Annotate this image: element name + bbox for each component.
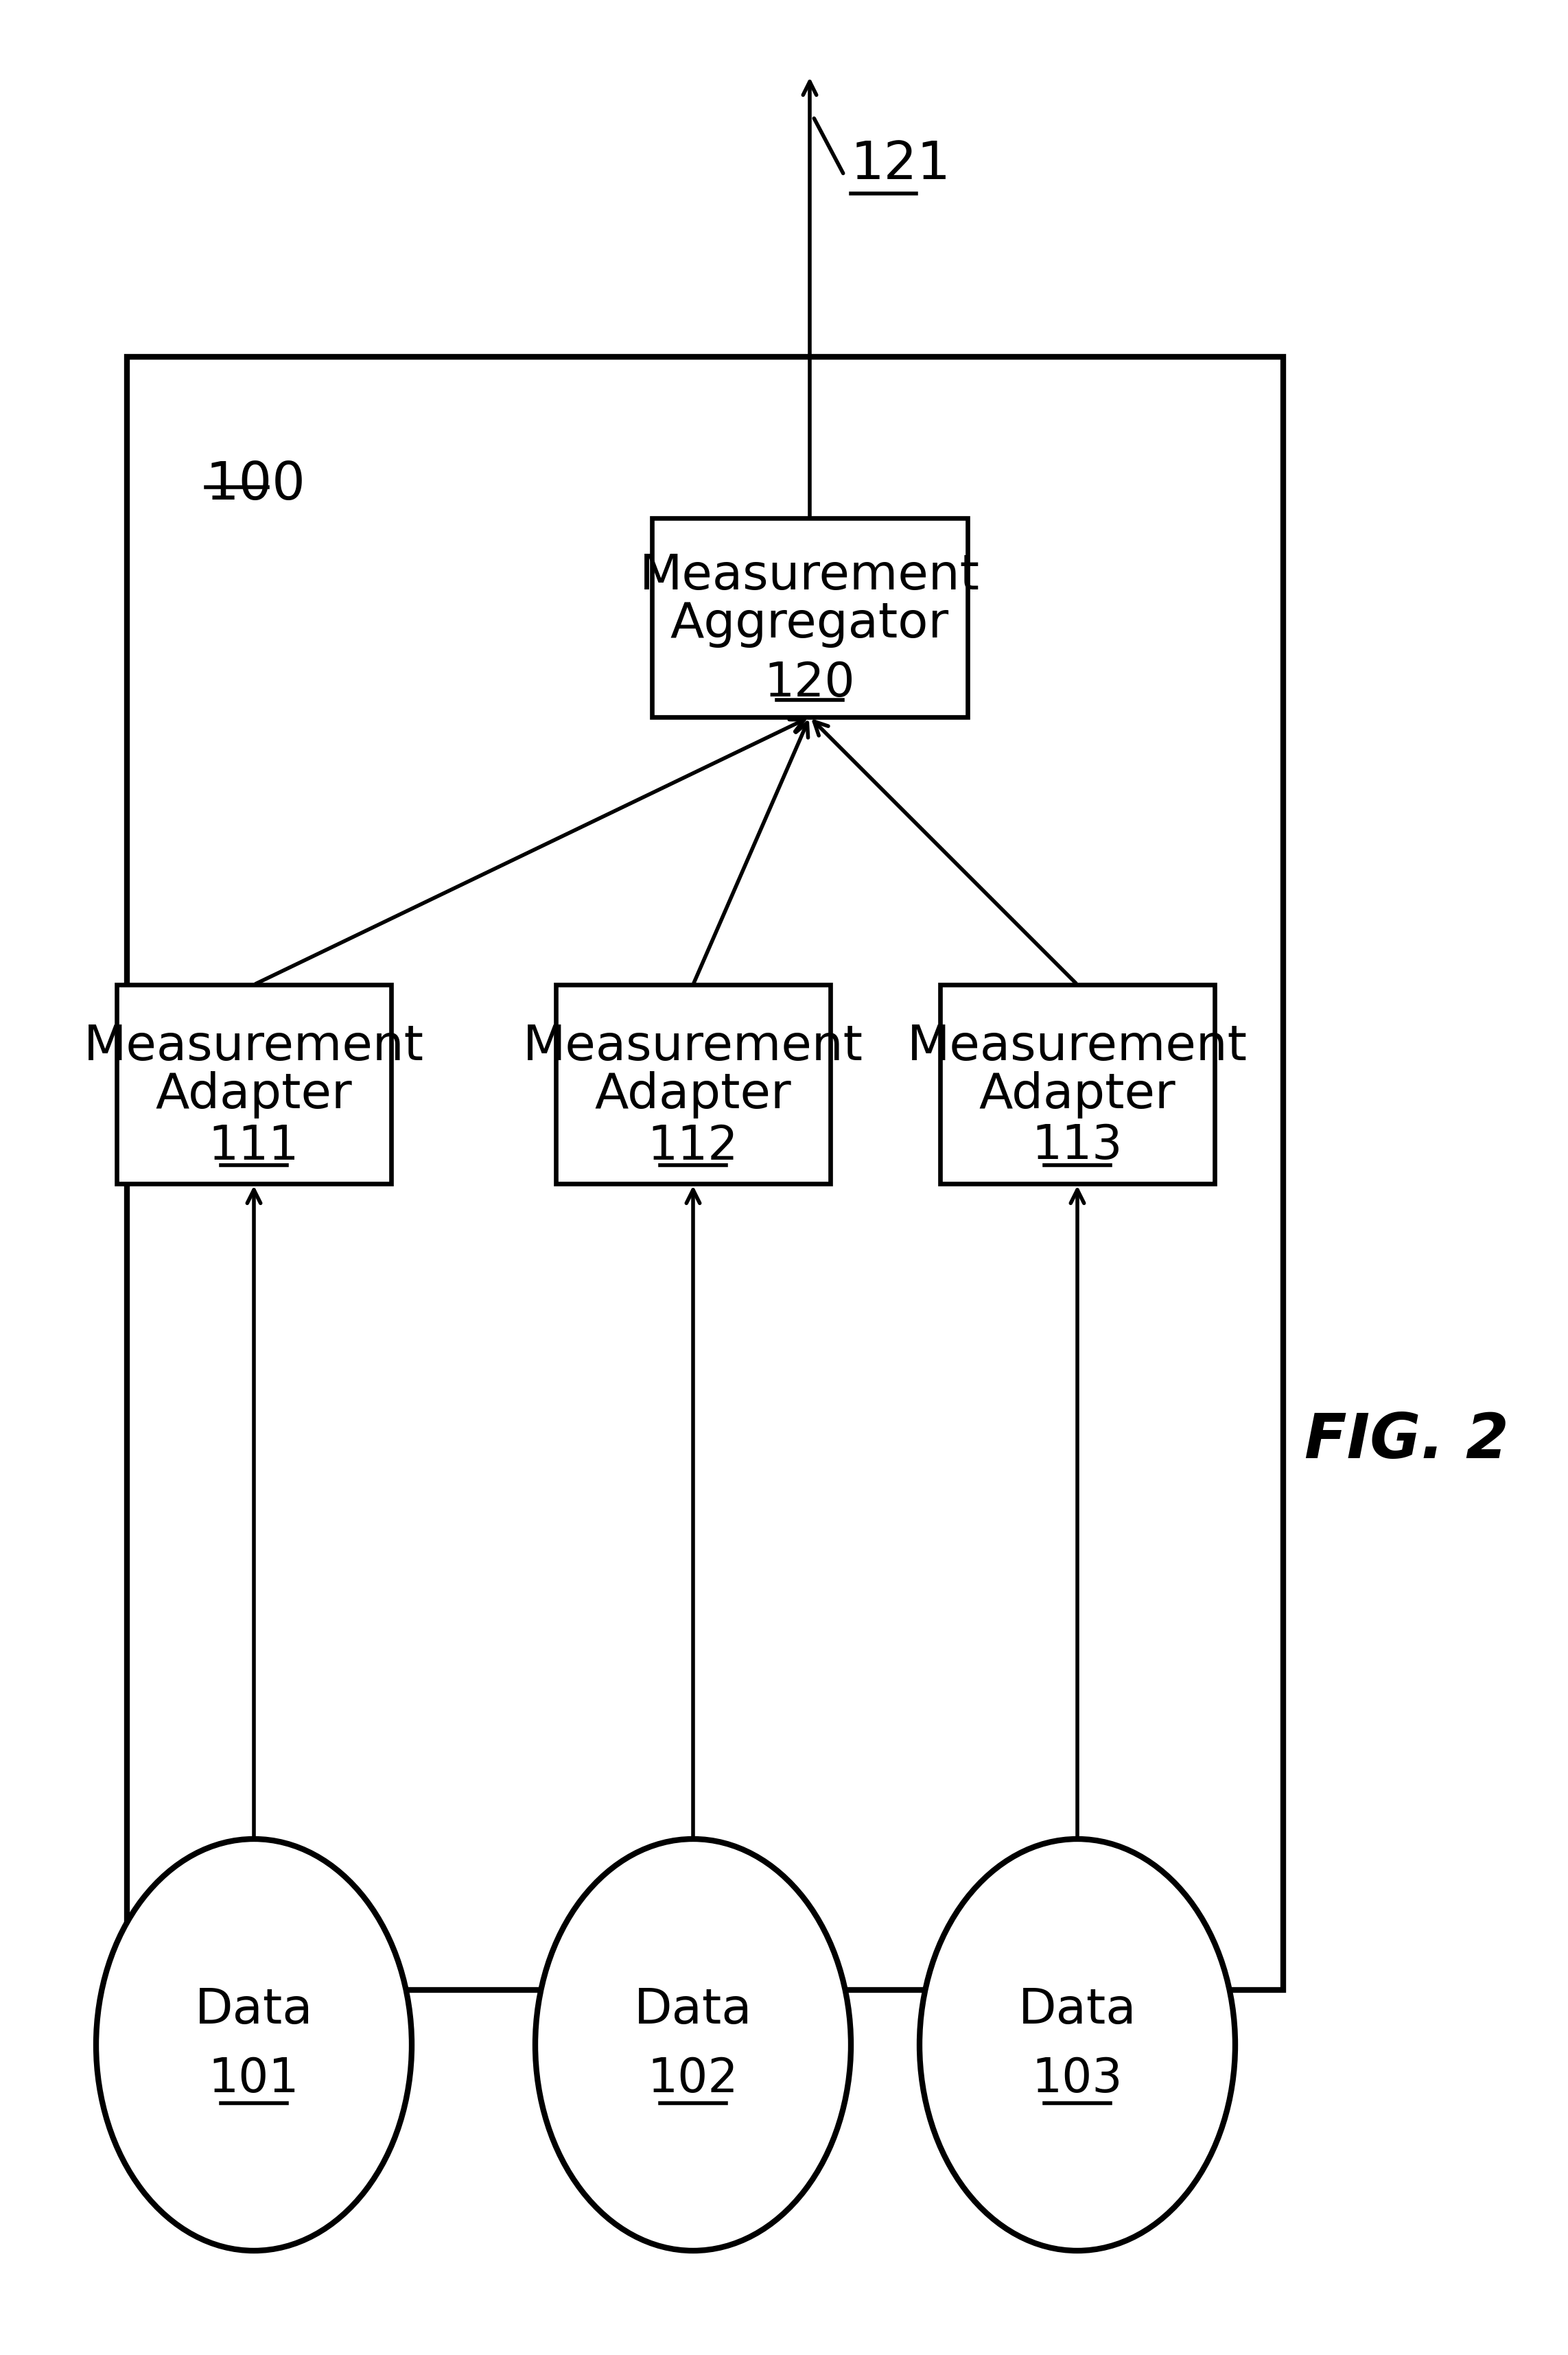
Text: 121: 121	[851, 139, 952, 191]
Ellipse shape	[535, 1839, 851, 2251]
Text: Measurement: Measurement	[908, 1022, 1248, 1069]
Text: Measurement: Measurement	[83, 1022, 423, 1069]
Text: Measurement: Measurement	[640, 553, 980, 601]
Bar	[652, 518, 967, 716]
Text: Aggregator: Aggregator	[671, 601, 949, 648]
Text: Adapter: Adapter	[594, 1072, 792, 1119]
Text: Adapter: Adapter	[978, 1072, 1176, 1119]
Text: 102: 102	[648, 2056, 739, 2103]
Bar	[116, 984, 390, 1185]
Text: Data: Data	[1018, 1988, 1137, 2035]
Bar	[941, 984, 1215, 1185]
Text: 101: 101	[209, 2056, 299, 2103]
Text: Data: Data	[633, 1988, 753, 2035]
Text: 113: 113	[1032, 1123, 1123, 1168]
Ellipse shape	[96, 1839, 412, 2251]
Text: FIG. 2: FIG. 2	[1305, 1411, 1508, 1472]
Text: Measurement: Measurement	[522, 1022, 864, 1069]
Text: 103: 103	[1032, 2056, 1123, 2103]
Bar	[555, 984, 831, 1185]
Text: Adapter: Adapter	[155, 1072, 353, 1119]
Text: 120: 120	[764, 659, 855, 706]
Text: 100: 100	[205, 459, 306, 511]
Ellipse shape	[919, 1839, 1236, 2251]
Text: Data: Data	[194, 1988, 314, 2035]
Text: 111: 111	[209, 1123, 299, 1168]
Bar	[127, 358, 1283, 1990]
Text: 112: 112	[648, 1123, 739, 1168]
